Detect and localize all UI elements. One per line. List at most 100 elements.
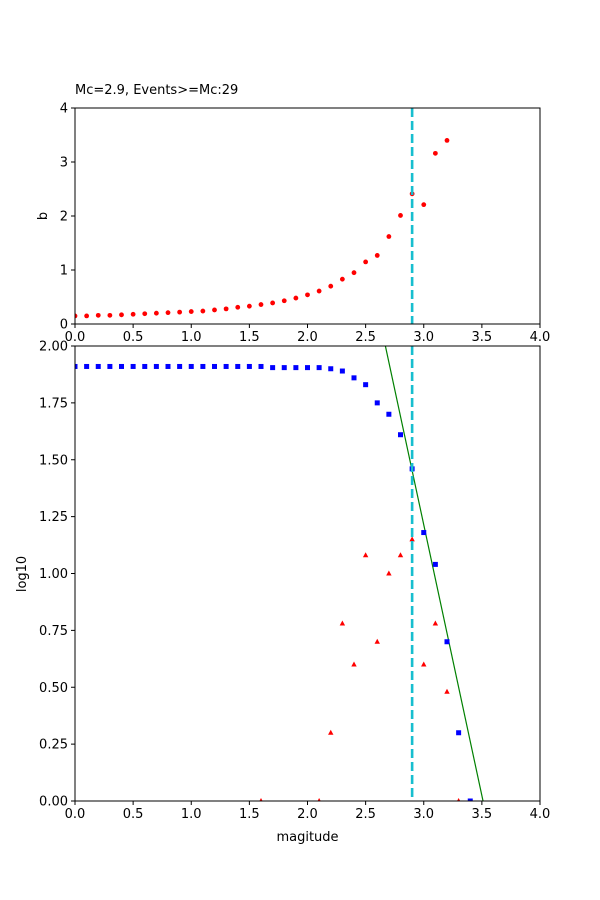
bottom-y-tick-label: 0.75 <box>39 624 68 639</box>
cumulative-count-point <box>95 363 101 369</box>
cumulative-count-point <box>75 363 78 369</box>
top-panel-y-axis-label: b <box>36 212 51 220</box>
top-panel-title: Mc=2.9, Events>=Mc:29 <box>75 83 238 98</box>
cumulative-count-point <box>421 530 427 536</box>
top-x-tick-label: 3.5 <box>472 330 493 345</box>
b-value-point <box>305 292 310 298</box>
b-value-point <box>130 311 136 317</box>
top-plot-area <box>75 138 450 319</box>
b-value-point <box>107 312 113 318</box>
cumulative-count-point <box>281 365 287 371</box>
b-value-point <box>165 310 171 316</box>
bottom-y-tick-label: 0.25 <box>39 738 68 753</box>
b-value-point <box>421 202 427 208</box>
cumulative-count-point <box>84 363 90 369</box>
incremental-count-point <box>421 661 427 667</box>
top-x-tick-label: 3.0 <box>413 330 434 345</box>
top-y-tick-label: 2 <box>60 210 68 225</box>
incremental-count-point <box>362 552 369 558</box>
cumulative-count-point <box>258 363 264 369</box>
top-y-tick-label: 3 <box>60 156 68 171</box>
bottom-plot-area <box>75 346 484 801</box>
incremental-count-point <box>409 536 415 542</box>
cumulative-count-point <box>328 366 334 372</box>
b-value-point <box>258 302 264 307</box>
cumulative-count-point <box>432 561 438 567</box>
incremental-count-point <box>317 798 321 801</box>
incremental-count-point <box>339 620 346 626</box>
b-value-point <box>270 300 276 306</box>
bottom-panel-x-axis-label: magitude <box>276 830 338 845</box>
cumulative-count-point <box>467 798 473 801</box>
b-value-point <box>95 312 101 318</box>
b-value-point <box>363 259 369 265</box>
top-x-tick-label: 0.0 <box>65 330 86 345</box>
cumulative-count-point <box>316 365 322 371</box>
b-value-point <box>212 307 217 313</box>
bottom-y-tick-label: 1.25 <box>39 510 68 525</box>
cumulative-count-point <box>270 365 276 371</box>
top-x-tick-label: 4.0 <box>530 330 551 345</box>
cumulative-count-point <box>293 365 299 371</box>
bottom-x-tick-label: 3.0 <box>413 807 434 822</box>
b-value-point <box>374 253 380 258</box>
cumulative-count-point <box>363 382 369 388</box>
bottom-x-tick-label: 4.0 <box>530 807 551 822</box>
cumulative-count-point <box>398 432 403 438</box>
cumulative-count-point <box>246 363 252 369</box>
b-value-point <box>339 276 345 282</box>
b-value-point <box>153 310 159 316</box>
cumulative-count-point <box>130 363 136 369</box>
cumulative-count-point <box>456 730 462 736</box>
b-value-point <box>316 288 322 294</box>
cumulative-count-point <box>119 363 124 369</box>
incremental-count-point <box>444 688 450 694</box>
cumulative-count-point <box>107 363 113 369</box>
cumulative-count-point <box>305 365 310 371</box>
top-x-tick-label: 2.5 <box>355 330 376 345</box>
b-value-point <box>200 308 206 314</box>
bottom-x-tick-label: 0.5 <box>123 807 144 822</box>
cumulative-count-point <box>142 363 148 369</box>
bottom-x-tick-label: 1.5 <box>239 807 260 822</box>
b-value-point <box>328 283 334 289</box>
cumulative-count-point <box>200 363 206 369</box>
top-x-tick-label: 1.0 <box>181 330 202 345</box>
b-value-point <box>281 298 287 304</box>
bottom-y-tick-label: 0.00 <box>39 795 68 810</box>
b-value-point <box>293 295 299 301</box>
bottom-panel-y-axis-label: log10 <box>15 556 30 592</box>
cumulative-count-point <box>386 411 392 417</box>
top-y-tick-label: 4 <box>60 102 68 117</box>
b-value-point <box>235 304 241 310</box>
bottom-y-tick-label: 1.50 <box>39 453 68 468</box>
cumulative-count-point <box>339 368 345 374</box>
top-y-tick-label: 0 <box>60 318 68 333</box>
cumulative-count-point <box>374 400 380 406</box>
bottom-x-tick-label: 0.0 <box>65 807 86 822</box>
cumulative-count-point <box>444 639 450 645</box>
b-value-point <box>188 309 194 314</box>
b-value-point <box>75 313 78 319</box>
cumulative-count-point <box>223 363 229 369</box>
b-value-point <box>223 306 229 312</box>
bottom-y-tick-label: 2.00 <box>39 340 68 355</box>
b-value-point <box>444 138 450 143</box>
bottom-x-tick-label: 2.5 <box>355 807 376 822</box>
bottom-x-tick-label: 2.0 <box>297 807 318 822</box>
b-value-point <box>386 234 392 239</box>
frequency-magnitude-panel: 0.0 0.5 1.0 1.5 2.0 2.5 3.0 3.5 4.0 0.00 0.25 0.50 0… <box>39 340 550 823</box>
b-value-point <box>398 213 403 218</box>
top-x-tick-label: 2.0 <box>297 330 318 345</box>
b-value-point <box>351 270 357 276</box>
b-value-point <box>142 311 148 317</box>
b-value-point <box>119 312 124 318</box>
top-y-tick-label: 1 <box>60 264 68 279</box>
cumulative-count-point <box>165 363 171 369</box>
b-value-panel: 0.0 0.5 1.0 1.5 2.0 2.5 3.0 3.5 4.0 0 1 2 3 4 <box>60 102 551 346</box>
bottom-y-tick-label: 0.50 <box>39 681 68 696</box>
top-x-tick-label: 1.5 <box>239 330 260 345</box>
incremental-count-point <box>397 552 404 558</box>
